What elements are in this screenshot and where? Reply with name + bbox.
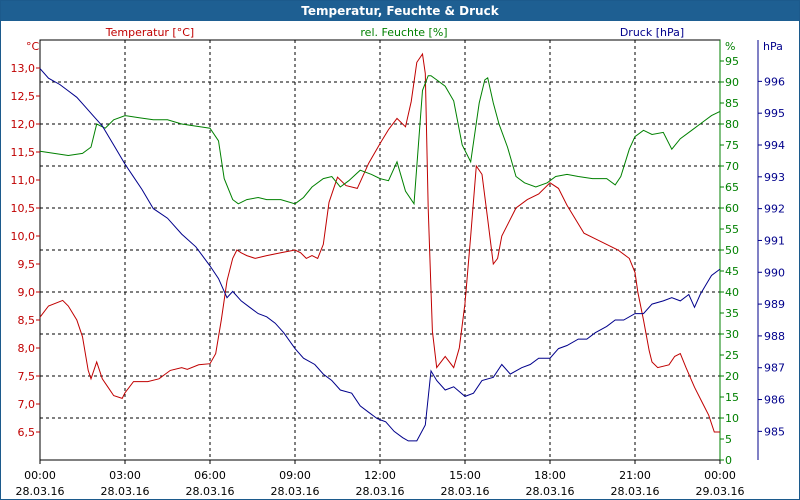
humidity-axis-title: rel. Feuchte [%]: [360, 26, 447, 39]
x-tick-time: 06:00: [194, 469, 226, 482]
temperature-tick-label: 6,5: [18, 426, 36, 439]
humidity-tick-label: 55: [725, 223, 739, 236]
humidity-tick-label: 35: [725, 307, 739, 320]
axes: [36, 39, 762, 464]
humidity-unit: %: [725, 40, 735, 53]
pressure-series-line: [39, 68, 721, 442]
x-tick-time: 00:00: [24, 469, 56, 482]
pressure-tick-label: 985: [764, 425, 785, 438]
pressure-tick-label: 986: [764, 394, 785, 407]
temperature-tick-label: 9,0: [18, 286, 36, 299]
temperature-tick-label: 13,0: [11, 62, 36, 75]
x-tick-time: 03:00: [109, 469, 141, 482]
pressure-axis-title: Druck [hPa]: [620, 26, 684, 39]
chart-title: Temperatur, Feuchte & Druck: [1, 1, 799, 21]
pressure-tick-label: 994: [764, 139, 785, 152]
humidity-tick-label: 90: [725, 76, 739, 89]
x-tick-time: 00:00: [704, 469, 736, 482]
x-tick-date: 28.03.16: [101, 485, 150, 498]
x-tick-date: 28.03.16: [271, 485, 320, 498]
temperature-tick-label: 7,0: [18, 398, 36, 411]
x-tick-time: 21:00: [619, 469, 651, 482]
grid: [40, 40, 720, 460]
humidity-series-line: [39, 75, 721, 206]
x-tick-time: 12:00: [364, 469, 396, 482]
humidity-tick-label: 25: [725, 349, 739, 362]
humidity-tick-label: 75: [725, 139, 739, 152]
temperature-tick-label: 10,0: [11, 230, 36, 243]
temperature-tick-label: 8,0: [18, 342, 36, 355]
humidity-tick-label: 0: [725, 454, 732, 467]
pressure-tick-label: 988: [764, 330, 785, 343]
x-tick-date: 28.03.16: [16, 485, 65, 498]
pressure-tick-label: 995: [764, 107, 785, 120]
pressure-tick-label: 996: [764, 75, 785, 88]
humidity-tick-label: 60: [725, 202, 739, 215]
humidity-tick-label: 5: [725, 433, 732, 446]
pressure-unit: hPa: [763, 40, 783, 53]
pressure-tick-label: 993: [764, 171, 785, 184]
temperature-tick-label: 9,5: [18, 258, 36, 271]
x-tick-date: 28.03.16: [186, 485, 235, 498]
humidity-tick-label: 20: [725, 370, 739, 383]
pressure-tick-label: 989: [764, 298, 785, 311]
temperature-tick-label: 11,0: [11, 174, 36, 187]
humidity-tick-label: 80: [725, 118, 739, 131]
x-tick-date: 28.03.16: [611, 485, 660, 498]
x-tick-time: 09:00: [279, 469, 311, 482]
humidity-tick-label: 65: [725, 181, 739, 194]
humidity-tick-label: 85: [725, 97, 739, 110]
temperature-tick-label: 10,5: [11, 202, 36, 215]
humidity-tick-label: 70: [725, 160, 739, 173]
humidity-tick-label: 45: [725, 265, 739, 278]
humidity-tick-label: 95: [725, 55, 739, 68]
humidity-tick-label: 15: [725, 391, 739, 404]
x-tick-date: 28.03.16: [526, 485, 575, 498]
x-tick-date: 28.03.16: [441, 485, 490, 498]
temperature-tick-label: 12,0: [11, 118, 36, 131]
temperature-tick-label: 8,5: [18, 314, 36, 327]
x-tick-date: 29.03.16: [696, 485, 745, 498]
temperature-series-line: [39, 52, 720, 433]
humidity-tick-label: 50: [725, 244, 739, 257]
x-tick-date: 28.03.16: [356, 485, 405, 498]
x-tick-time: 15:00: [449, 469, 481, 482]
series-lines: [39, 52, 721, 442]
temperature-tick-label: 12,5: [11, 90, 36, 103]
temperature-axis-title: Temperatur [°C]: [105, 26, 194, 39]
pressure-tick-label: 991: [764, 234, 785, 247]
pressure-tick-label: 990: [764, 266, 785, 279]
temperature-unit: °C: [26, 40, 40, 53]
humidity-tick-label: 10: [725, 412, 739, 425]
humidity-tick-label: 40: [725, 286, 739, 299]
pressure-tick-label: 987: [764, 362, 785, 375]
x-tick-time: 18:00: [534, 469, 566, 482]
temperature-tick-label: 7,5: [18, 370, 36, 383]
axis-labels: 00:00 28.03.16 03:00 28.03.16 06:00 28.03.16 0…: [11, 26, 786, 498]
temperature-tick-label: 11,5: [11, 146, 36, 159]
pressure-tick-label: 992: [764, 203, 785, 216]
humidity-tick-label: 30: [725, 328, 739, 341]
